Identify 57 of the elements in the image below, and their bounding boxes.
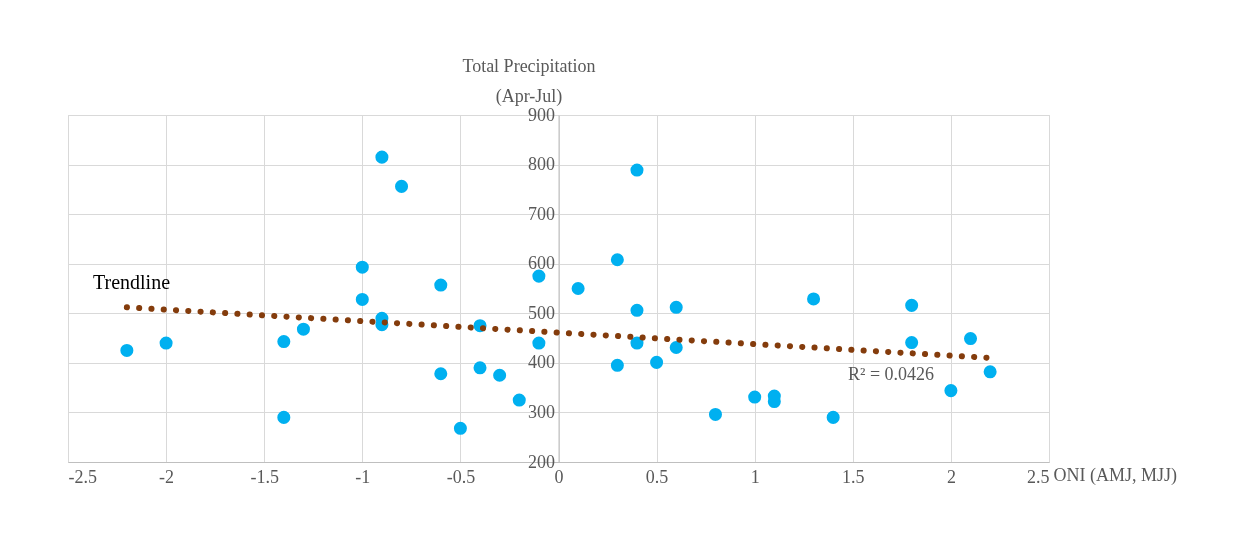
y-tick-label: 400 bbox=[528, 352, 555, 373]
y-tick-label: 900 bbox=[528, 104, 555, 125]
y-tick-label: 700 bbox=[528, 203, 555, 224]
point bbox=[355, 292, 369, 306]
x-tick-label: -1 bbox=[355, 466, 371, 487]
y-tick-label: 500 bbox=[528, 302, 555, 323]
point bbox=[120, 343, 134, 357]
point bbox=[650, 355, 664, 369]
point bbox=[434, 278, 448, 292]
point bbox=[493, 368, 507, 382]
point bbox=[669, 340, 683, 354]
x-axis-title: ONI (AMJ, MJJ) bbox=[1053, 464, 1178, 486]
y-tick-label: 800 bbox=[528, 154, 555, 175]
x-tick-label: 1 bbox=[750, 466, 760, 487]
point bbox=[453, 421, 467, 435]
point bbox=[296, 322, 310, 336]
y-tick-label: 200 bbox=[528, 451, 555, 472]
x-tick-label: 2 bbox=[946, 466, 956, 487]
point bbox=[807, 292, 821, 306]
x-tick-label: -1.5 bbox=[250, 466, 279, 487]
x-tick-label: 0 bbox=[554, 466, 564, 487]
point bbox=[610, 358, 624, 372]
point bbox=[905, 336, 919, 350]
point bbox=[355, 260, 369, 274]
x-tick-label: 1.5 bbox=[842, 466, 865, 487]
point bbox=[964, 332, 978, 346]
point bbox=[571, 281, 585, 296]
point bbox=[630, 303, 644, 317]
point bbox=[708, 407, 722, 421]
x-tick-label: 0.5 bbox=[645, 466, 669, 487]
point bbox=[669, 300, 683, 314]
y-tick-label: 600 bbox=[528, 253, 555, 274]
annotation: Trendline bbox=[93, 271, 171, 293]
point bbox=[826, 410, 840, 424]
point bbox=[748, 390, 762, 404]
point bbox=[610, 253, 624, 267]
point bbox=[983, 365, 997, 379]
x-tick-label: -0.5 bbox=[446, 466, 476, 487]
x-tick-label: -2 bbox=[159, 466, 175, 487]
point bbox=[630, 163, 644, 177]
y-tick-label: 300 bbox=[528, 401, 555, 422]
point bbox=[532, 269, 546, 283]
point bbox=[532, 336, 546, 350]
point bbox=[434, 367, 448, 381]
point bbox=[905, 298, 919, 312]
x-tick-label: -2.5 bbox=[68, 466, 97, 487]
y-axis-title: Total Precipitation (Apr-Jul) bbox=[462, 55, 596, 107]
point bbox=[395, 179, 409, 193]
point bbox=[277, 335, 291, 349]
point bbox=[375, 150, 389, 164]
point bbox=[944, 384, 958, 398]
annotation: R² = 0.0426 bbox=[848, 364, 935, 384]
point bbox=[473, 361, 487, 375]
x-tick-label: 2.5 bbox=[1027, 466, 1050, 487]
point bbox=[277, 410, 291, 424]
point bbox=[159, 336, 173, 350]
point bbox=[512, 393, 526, 407]
